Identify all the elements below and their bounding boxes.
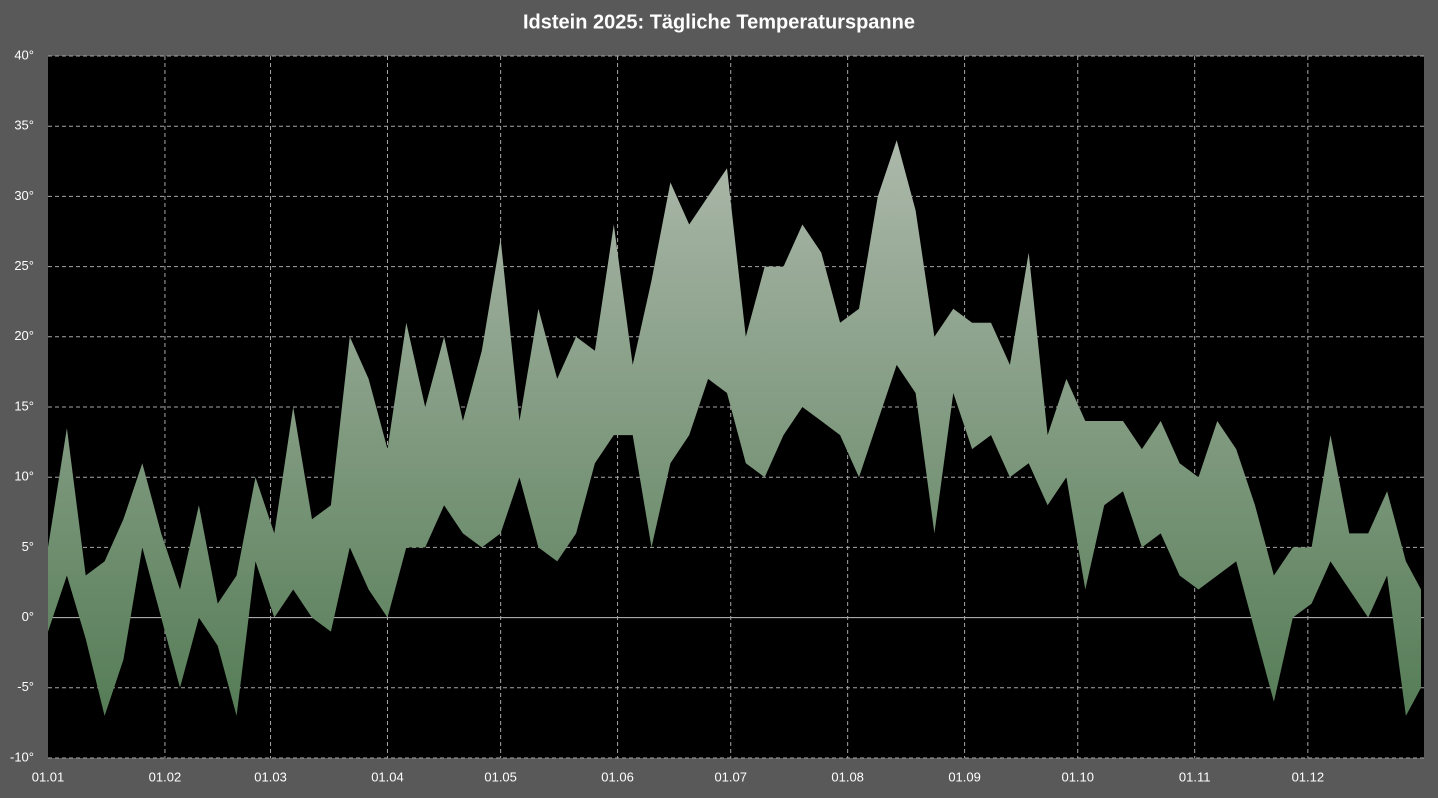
x-tick-label: 01.01 — [32, 769, 65, 784]
x-tick-label: 01.10 — [1061, 769, 1094, 784]
x-tick-label: 01.08 — [831, 769, 864, 784]
x-tick-label: 01.02 — [149, 769, 182, 784]
chart-title: Idstein 2025: Tägliche Temperaturspanne — [523, 11, 915, 33]
y-tick-label: 25° — [14, 258, 34, 273]
y-tick-label: 5° — [22, 539, 34, 554]
x-tick-label: 01.03 — [254, 769, 287, 784]
y-tick-label: 0° — [22, 609, 34, 624]
y-tick-label: 20° — [14, 328, 34, 343]
x-tick-label: 01.12 — [1292, 769, 1325, 784]
x-tick-label: 01.07 — [714, 769, 747, 784]
x-tick-label: 01.11 — [1179, 769, 1211, 784]
x-tick-label: 01.06 — [601, 769, 634, 784]
y-tick-label: 15° — [14, 398, 34, 413]
y-tick-label: -5° — [17, 679, 34, 694]
y-tick-label: 35° — [14, 118, 34, 133]
x-tick-label: 01.09 — [948, 769, 981, 784]
y-tick-label: 10° — [14, 469, 34, 484]
y-tick-label: 30° — [14, 188, 34, 203]
y-tick-label: -10° — [10, 749, 34, 764]
x-tick-label: 01.05 — [484, 769, 517, 784]
x-tick-label: 01.04 — [371, 769, 404, 784]
y-tick-label: 40° — [14, 47, 34, 62]
temperature-band — [48, 140, 1421, 716]
